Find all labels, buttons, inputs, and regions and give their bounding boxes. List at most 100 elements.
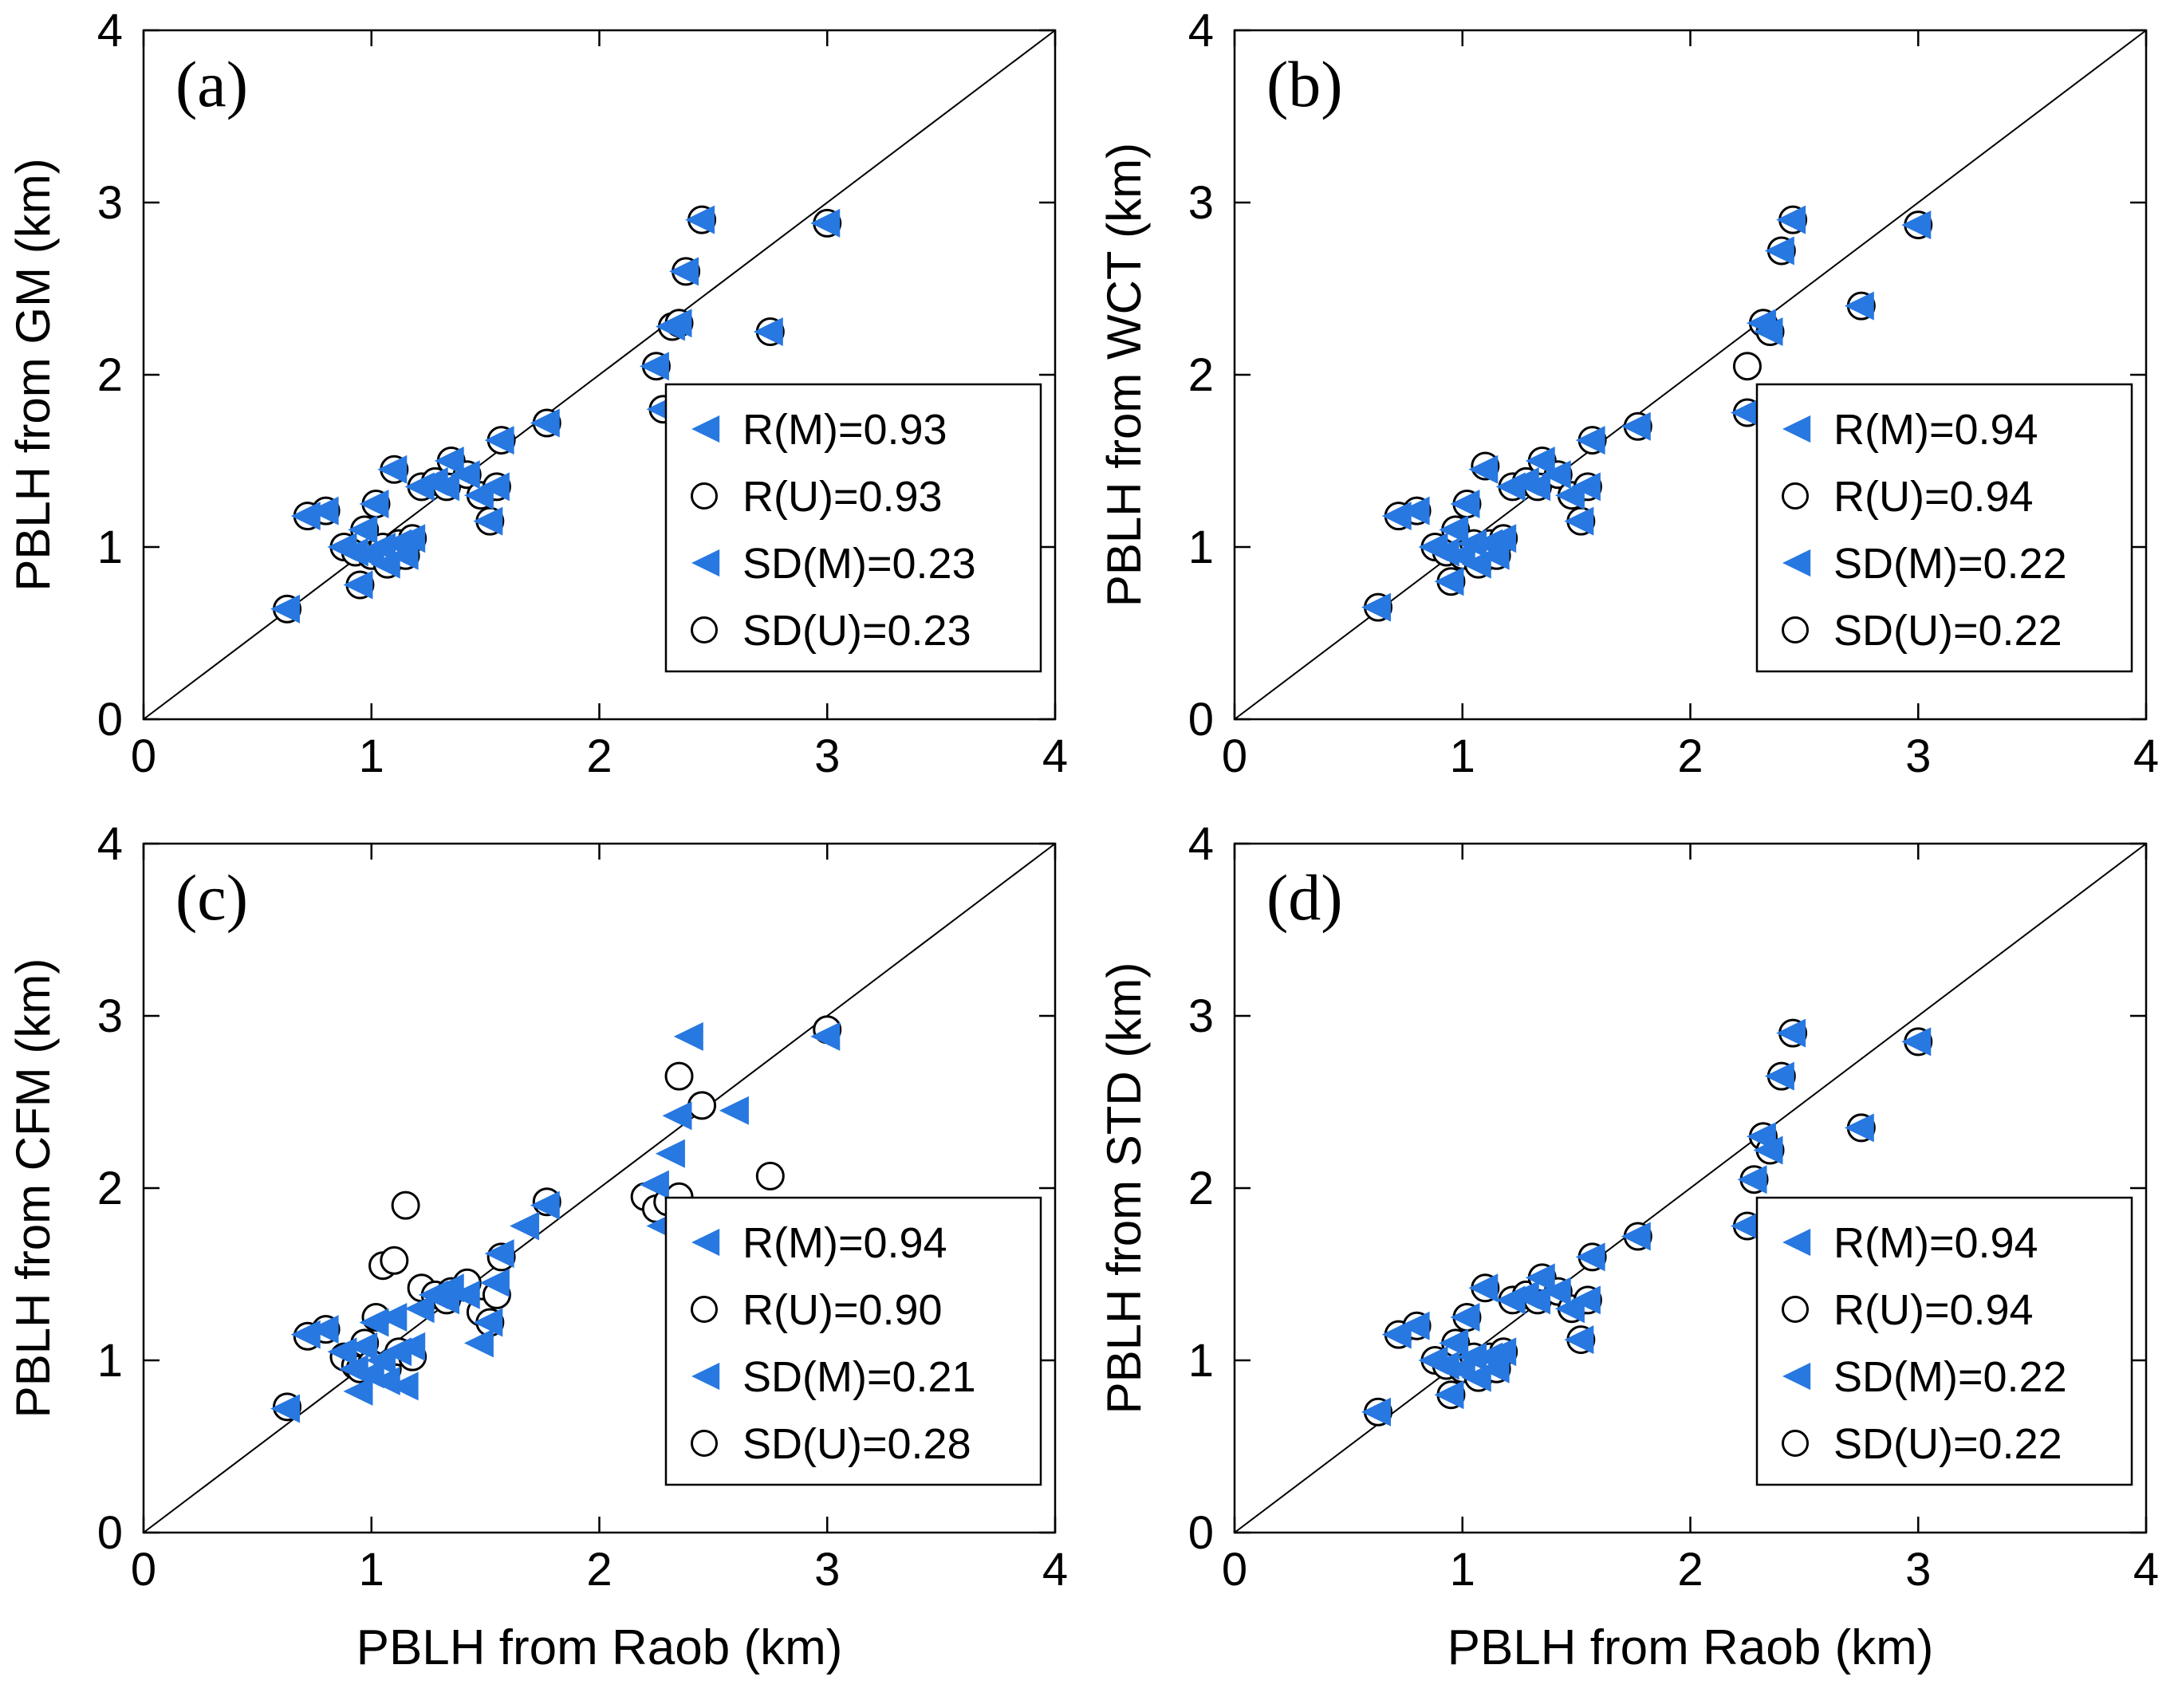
scatter-point-M: [1575, 1242, 1605, 1272]
scatter-point-M: [1753, 317, 1783, 346]
scatter-point-M: [685, 205, 715, 234]
scatter-point-M: [290, 1320, 321, 1349]
legend-circle-icon: [1782, 616, 1809, 643]
scatter-point-M: [1450, 1303, 1480, 1332]
legend-triangle-icon: [1782, 1362, 1811, 1391]
x-tick-label: 1: [359, 1544, 384, 1596]
scatter-point-M: [348, 1332, 378, 1361]
y-tick-label: 2: [97, 349, 123, 401]
scatter-point-M: [1361, 1397, 1392, 1427]
scatter-point-M: [1570, 1285, 1601, 1315]
x-axis-label: PBLH from Raob (km): [356, 1620, 843, 1675]
panel-label: (a): [175, 48, 248, 120]
scatter-point-M: [1764, 236, 1794, 266]
scatter-point-M: [1429, 537, 1459, 567]
y-tick-label: 0: [97, 694, 123, 746]
panel-d: 0 1 2 3 4 0 1 2 3 4 R(M)=0.94 R(U)=0.94 SD(M)=0.22 SD…: [1091, 813, 2182, 1704]
legend-label: R(M)=0.94: [742, 1219, 947, 1267]
panel-label: (d): [1266, 861, 1343, 934]
legend-label: SD(U)=0.22: [1833, 607, 2062, 655]
scatter-point-M: [1521, 472, 1551, 502]
x-tick-label: 0: [1222, 730, 1247, 782]
x-tick-label: 3: [1905, 1544, 1931, 1596]
scatter-point-M: [450, 1280, 480, 1309]
scatter-point-M: [1468, 1273, 1499, 1303]
legend-label: SD(M)=0.21: [742, 1353, 976, 1401]
scatter-point-M: [1429, 1351, 1459, 1380]
scatter-point-M: [1541, 1277, 1571, 1306]
scatter-point-M: [719, 1096, 749, 1125]
legend: R(M)=0.93 R(U)=0.93 SD(M)=0.23 SD(U)=0.23: [664, 383, 1042, 673]
scatter-point-M: [1570, 472, 1601, 502]
scatter-point-M: [359, 490, 389, 518]
legend-label: R(U)=0.94: [1833, 473, 2034, 521]
scatter-point-U: [1732, 352, 1762, 381]
scatter-point-M: [1457, 1342, 1487, 1372]
scatter-point-M: [662, 309, 692, 338]
y-tick-label: 4: [97, 818, 123, 870]
legend-circle-icon: [1782, 1430, 1809, 1457]
panel-label: (c): [175, 861, 248, 934]
y-tick-label: 2: [1188, 1163, 1214, 1214]
scatter-point-M: [1525, 1263, 1555, 1293]
x-tick-label: 0: [131, 730, 156, 782]
scatter-point-M: [1737, 1165, 1767, 1194]
legend-circle-icon: [1782, 1296, 1809, 1323]
y-axis-label: PBLH from GM (km): [6, 158, 60, 591]
y-tick-label: 1: [1188, 1335, 1214, 1387]
scatter-point-M: [430, 472, 460, 502]
x-tick-label: 1: [1450, 1544, 1475, 1596]
scatter-point-M: [1434, 567, 1464, 596]
scatter-point-M: [270, 594, 301, 624]
scatter-point-M: [1844, 291, 1874, 321]
scatter-point-M: [479, 472, 510, 502]
scatter-point-M: [1901, 1027, 1932, 1057]
legend: R(M)=0.94 R(U)=0.94 SD(M)=0.22 SD(U)=0.22: [1755, 383, 2133, 673]
scatter-point-M: [1764, 1061, 1794, 1091]
scatter-point-M: [309, 496, 339, 525]
legend-triangle-icon: [691, 415, 720, 443]
scatter-points: [270, 205, 842, 624]
x-tick-label: 0: [131, 1544, 156, 1596]
scatter-point-M: [1400, 496, 1430, 525]
scatter-point-M: [662, 1101, 692, 1131]
scatter-point-M: [1621, 1222, 1651, 1251]
scatter-point-M: [359, 1308, 389, 1337]
scatter-point-M: [639, 352, 669, 381]
scatter-point-M: [1487, 1337, 1517, 1367]
x-tick-label: 0: [1222, 1544, 1247, 1596]
scatter-chart-c: 0 1 2 3 4 0 1 2 3 4 R(M)=0.94 R(U)=0.90 SD(M)=0.21 SD…: [6, 818, 1068, 1675]
scatter-point-M: [673, 1021, 703, 1051]
scatter-point-U: [664, 1061, 694, 1091]
scatter-point-M: [1381, 502, 1412, 531]
legend-label: R(M)=0.93: [742, 406, 947, 454]
scatter-chart-d: 0 1 2 3 4 0 1 2 3 4 R(M)=0.94 R(U)=0.94 SD(M)=0.22 SD…: [1097, 818, 2159, 1675]
legend-triangle-icon: [1782, 1228, 1811, 1257]
scatter-point-M: [1753, 1135, 1783, 1165]
legend: R(M)=0.94 R(U)=0.94 SD(M)=0.22 SD(U)=0.22: [1755, 1196, 2133, 1486]
scatter-point-M: [1479, 541, 1510, 570]
legend-box: [1755, 1196, 2133, 1486]
scatter-point-M: [343, 1376, 373, 1406]
scatter-point-M: [1468, 455, 1499, 484]
y-tick-label: 4: [1188, 818, 1214, 870]
legend-label: SD(U)=0.28: [742, 1420, 971, 1468]
legend-triangle-icon: [691, 1228, 720, 1257]
scatter-point-M: [1776, 1018, 1806, 1048]
scatter-point-U: [687, 1091, 717, 1120]
y-axis-label: PBLH from WCT (km): [1097, 143, 1151, 607]
scatter-point-M: [377, 1303, 408, 1332]
scatter-point-M: [1400, 1311, 1430, 1340]
legend-box: [1755, 383, 2133, 673]
scatter-point-M: [434, 447, 464, 475]
legend-label: R(U)=0.90: [742, 1286, 943, 1334]
x-tick-label: 4: [2133, 1544, 2159, 1596]
legend-box: [664, 383, 1042, 673]
legend-label: R(U)=0.93: [742, 473, 943, 521]
panel-label: (b): [1266, 48, 1343, 120]
y-tick-label: 2: [1188, 349, 1214, 401]
scatter-point-U: [391, 1190, 420, 1220]
legend-circle-icon: [691, 1296, 718, 1323]
y-tick-label: 2: [97, 1163, 123, 1214]
